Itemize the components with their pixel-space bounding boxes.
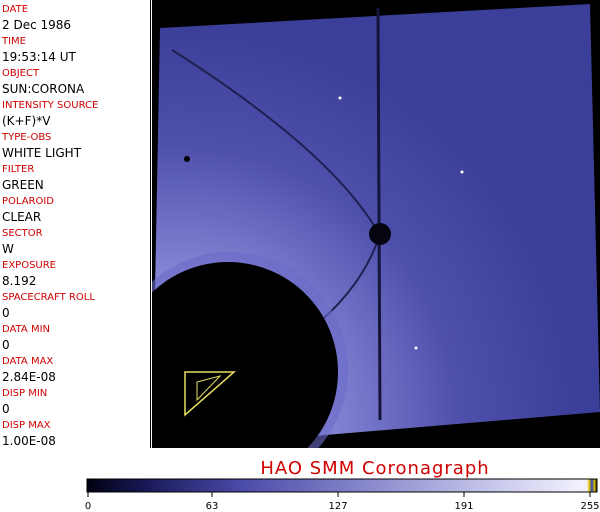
colorbar-tick-label: 0 [85, 501, 91, 512]
colorbar-tick-label: 63 [206, 501, 219, 512]
metadata-value: GREEN [2, 178, 44, 192]
image-title: HAO SMM Coronagraph [260, 458, 489, 479]
metadata-label: TIME [2, 36, 27, 47]
metadata-label: OBJECT [2, 68, 40, 79]
metadata-value: W [2, 242, 14, 256]
metadata-value: 8.192 [2, 274, 37, 288]
metadata-label: DATA MAX [2, 356, 54, 367]
metadata-label: EXPOSURE [2, 260, 57, 271]
metadata-label: SECTOR [2, 228, 43, 239]
metadata-value: (K+F)*V [2, 114, 51, 128]
metadata-value: 2.84E-08 [2, 370, 56, 384]
metadata-value: 1.00E-08 [2, 434, 56, 448]
coronagraph-image [152, 0, 600, 448]
colorbar [86, 478, 598, 493]
metadata-value: SUN:CORONA [2, 82, 85, 96]
colorbar-tick-label: 255 [580, 501, 599, 512]
metadata-value: 2 Dec 1986 [2, 18, 72, 32]
metadata-value: 19:53:14 UT [2, 50, 76, 64]
metadata-label: DISP MAX [2, 420, 51, 431]
metadata-label: INTENSITY SOURCE [2, 100, 99, 111]
metadata-value: 0 [2, 338, 10, 352]
metadata-value: 0 [2, 402, 10, 416]
colorbar-tick-label: 127 [328, 501, 347, 512]
metadata-label: DATA MIN [2, 324, 50, 335]
metadata-label: POLAROID [2, 196, 55, 207]
metadata-label: FILTER [2, 164, 35, 175]
metadata-label: DISP MIN [2, 388, 48, 399]
metadata-value: WHITE LIGHT [2, 146, 82, 160]
metadata-value: CLEAR [2, 210, 42, 224]
metadata-value: 0 [2, 306, 10, 320]
metadata-label: DATE [2, 4, 29, 15]
metadata-label: SPACECRAFT ROLL [2, 292, 95, 303]
metadata-panel: DATE 2 Dec 1986 TIME 19:53:14 UT OBJECT SUN:C… [0, 0, 151, 448]
colorbar-tick-label: 191 [454, 501, 473, 512]
metadata-label: TYPE-OBS [2, 132, 52, 143]
